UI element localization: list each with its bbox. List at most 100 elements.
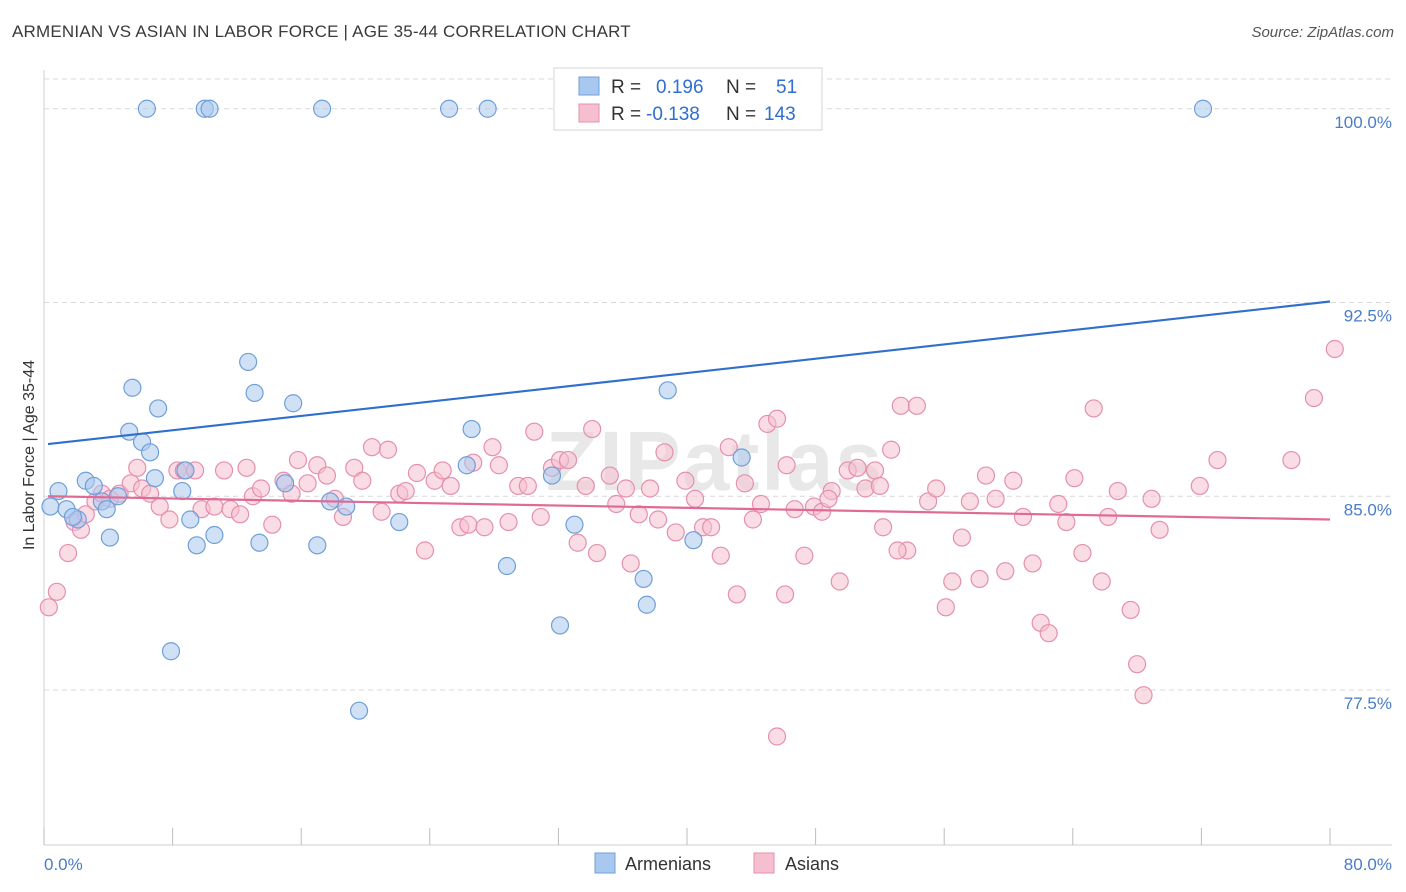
legend-n-value-asians: 143 [764,104,796,125]
asian-point [459,515,478,534]
armenian-point [181,510,200,529]
asian-point [1023,554,1042,573]
asian-point [298,474,317,493]
armenian-point [161,642,181,661]
asian-point [1099,507,1118,527]
armenian-point [100,528,120,547]
legend-swatch-armenians [578,76,600,96]
asian-point [1208,450,1227,470]
legend-r-value-asians: -0.138 [646,104,700,125]
asian-point [1013,507,1033,527]
asian-point [621,554,640,573]
asian-point [372,502,391,521]
asian-point [362,438,382,457]
asian-point [1121,600,1140,620]
asian-point [870,476,890,496]
legend-n-label-armenians: N = [726,77,756,98]
armenian-point [349,701,369,720]
asian-point [558,450,578,470]
y-tick-label: 92.5% [1344,307,1392,326]
asian-point [952,528,971,547]
asian-point [441,476,460,496]
asian-point [830,572,849,591]
armenian-point [84,476,103,496]
legend-r-label-asians: R = [611,104,641,125]
y-tick-label: 100.0% [1334,113,1392,132]
asian-point [583,419,602,439]
armenian-point [187,536,206,555]
armenian-point [497,556,517,576]
asian-point [936,598,955,617]
armenian-point [542,466,562,485]
asian-point [775,585,795,604]
y-tick-label: 85.0% [1344,500,1392,519]
asian-point [819,489,838,508]
asian-point [767,727,787,746]
asian-point [475,518,494,537]
trendlines [47,300,1331,521]
armenian-point [462,419,481,439]
asian-point [891,396,910,415]
asian-point [676,471,695,490]
asian-point [214,461,234,480]
armenian-point [239,352,258,372]
armenian-point [245,383,264,403]
legend-r-label-armenians: R = [611,77,641,98]
asian-point [1073,543,1092,563]
armenian-point [457,456,476,475]
asian-point [1134,686,1153,705]
asian-point [353,471,372,490]
asian-point [1108,481,1127,501]
asian-point [205,497,224,516]
asian-point [629,505,648,524]
asian-point [568,533,587,552]
chart-title: ARMENIAN VS ASIAN IN LABOR FORCE | AGE 3… [12,22,631,41]
asian-point [648,510,668,529]
asian-point [489,456,509,475]
axes: 77.5% 85.0% 92.5% 100.0% [43,70,1392,846]
armenian-point [565,515,584,534]
bottom-legend-asians: Asians [785,854,839,874]
asian-point [1150,520,1169,539]
armenian-point [732,448,751,467]
asian-point [882,440,901,459]
asian-point [499,512,518,532]
asian-point [702,518,721,537]
asian-point [39,598,58,617]
armenian-point [97,500,116,519]
asian-point [231,505,250,524]
armenian-point [145,469,165,488]
armenian-point [308,536,327,555]
asian-point [727,585,746,604]
correlation-legend: R = 0.196 N = 51 R = -0.138 N = 143 [553,67,823,131]
asian-point [1004,471,1023,490]
asian-point [1049,494,1068,514]
armenian-point [137,99,156,118]
asian-point [128,458,147,477]
asian-point [587,543,607,563]
asian-point [1127,655,1147,674]
asian-point [1325,339,1344,359]
asian-point [59,543,78,563]
legend-r-value-armenians: 0.196 [656,77,704,98]
legend-swatch-asians [578,103,600,123]
asian-point [943,572,962,591]
asian-point [666,523,685,542]
x-tick-label-max: 80.0% [1344,855,1392,874]
legend-n-label-asians: N = [726,104,756,125]
source-label: Source: ZipAtlas.com [1251,24,1394,41]
armenian-point [149,399,168,418]
asian-point [345,458,364,477]
asian-point [874,518,893,537]
asian-point [378,440,398,459]
asian-point [767,409,787,428]
asian-point [607,494,626,514]
asian-point [888,541,907,560]
asian-point [970,569,989,589]
armenian-point [312,99,332,118]
asian-point [1142,489,1161,508]
x-tick-label-min: 0.0% [44,855,83,874]
asian-point [743,510,763,529]
armenian-point [478,99,497,118]
